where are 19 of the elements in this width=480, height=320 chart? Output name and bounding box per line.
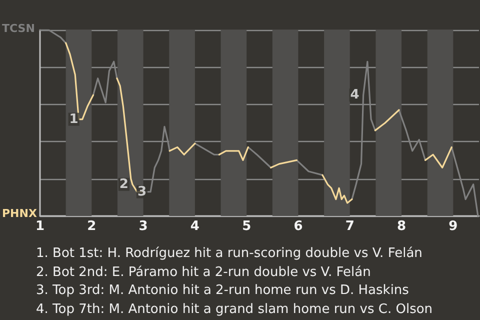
x-tick-label: 3 — [138, 219, 148, 234]
x-tick-label: 7 — [345, 219, 354, 234]
annotation: 4 — [350, 88, 360, 103]
text: 3. Top 3rd: M. Antonio hit a 2-run home run vs D. Haskins — [36, 282, 410, 300]
x-tick-label: 2 — [87, 219, 96, 234]
x-tick-label: 9 — [448, 219, 458, 234]
annotation: 1 — [69, 112, 78, 127]
text: PHNX — [2, 207, 38, 220]
annotation: 3 — [137, 184, 147, 200]
x-tick-label: 4 — [190, 219, 200, 234]
text: TCSN — [2, 22, 35, 35]
x-tick-label: 6 — [294, 219, 303, 234]
text: 4. Top 7th: M. Antonio hit a grand slam home run vs C. Olson — [36, 300, 433, 318]
text: 2. Bot 2nd: E. Páramo hit a 2-run double vs V. Felán — [36, 264, 372, 282]
x-tick-label: 8 — [397, 219, 406, 234]
x-tick-label: 5 — [242, 219, 252, 234]
x-tick-label: 1 — [35, 219, 45, 234]
text: 1. Bot 1st: H. Rodríguez hit a run-scoring double vs V. Felán — [36, 245, 424, 263]
annotation: 2 — [119, 176, 128, 192]
